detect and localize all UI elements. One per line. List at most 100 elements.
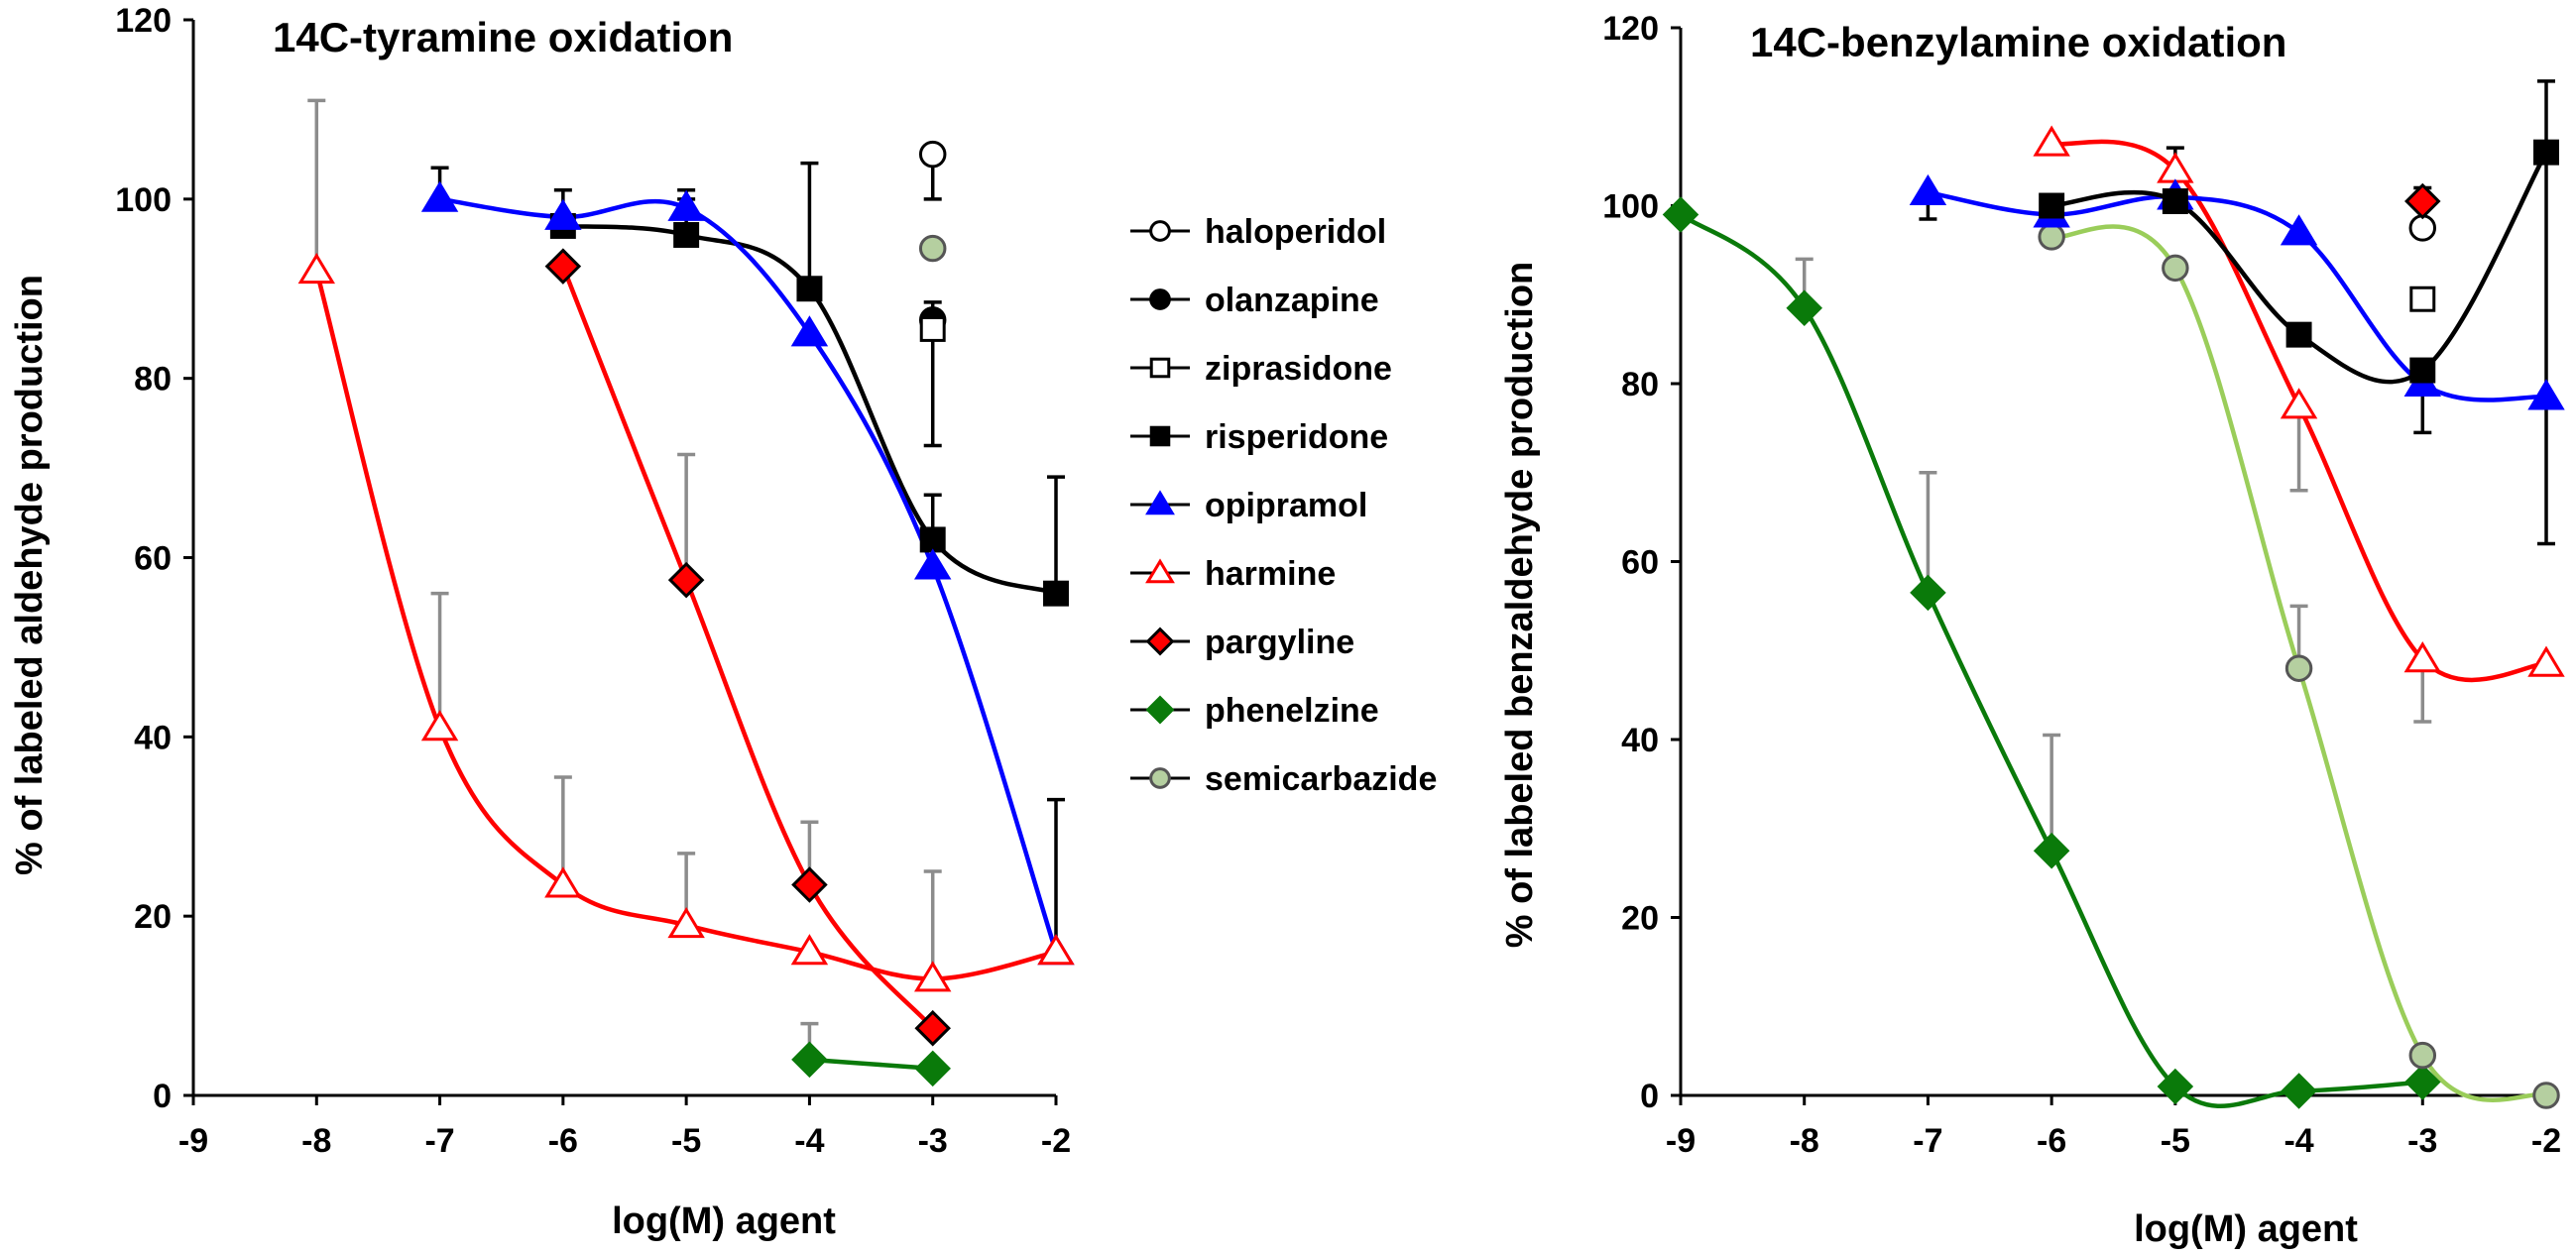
phenelzine-point [2157, 1068, 2194, 1105]
y-tick-label: 40 [1621, 722, 1659, 759]
y-tick-label: 0 [1640, 1078, 1659, 1115]
semicarbazide-point [2038, 223, 2065, 251]
legend-label: pargyline [1205, 624, 1354, 661]
legend-label: opipramol [1205, 487, 1367, 524]
phenelzine-point [1910, 574, 1946, 612]
opipramol-line [439, 196, 1059, 954]
x-tick-label: -3 [2407, 1122, 2437, 1160]
x-tick-label: -9 [1666, 1122, 1696, 1160]
legend-label: ziprasidone [1205, 350, 1392, 388]
legend-marker [1145, 490, 1175, 515]
opipramol-point [790, 315, 829, 347]
phenelzine-point [2404, 1064, 2441, 1100]
harmine-point [2033, 125, 2070, 157]
x-tick-label: -4 [2283, 1122, 2313, 1160]
y-tick-label: 60 [134, 540, 172, 578]
harmine-line [314, 270, 1057, 981]
opipramol-line [1928, 189, 2547, 402]
phenelzine-line [809, 1057, 933, 1072]
y-tick-label: 100 [115, 181, 172, 219]
x-tick-label: -2 [1041, 1122, 1071, 1160]
x-axis-label: log(M) agent [2134, 1208, 2358, 1250]
haloperidol-point [918, 140, 947, 169]
y-tick-label: 60 [1621, 544, 1659, 582]
phenelzine-line [1679, 212, 2423, 1108]
x-tick-label: -5 [2161, 1122, 2190, 1160]
pargyline-point [544, 248, 582, 285]
legend-label: harmine [1205, 555, 1336, 593]
y-tick-label: 120 [1602, 10, 1659, 48]
risperidone-point [673, 222, 700, 248]
harmine-point [2527, 645, 2565, 677]
y-tick-label: 40 [134, 719, 172, 756]
pargyline-point [667, 561, 705, 599]
legend-item: phenelzine [1130, 692, 1379, 730]
legend-item: opipramol [1130, 487, 1367, 524]
harmine-point [1037, 934, 1075, 966]
risperidone-point [1043, 580, 1069, 607]
legend-item: risperidone [1130, 418, 1388, 456]
chart-title: 14C-tyramine oxidation [273, 14, 733, 60]
opipramol-point [914, 548, 952, 580]
x-tick-label: -8 [301, 1122, 331, 1160]
legend-marker [1145, 695, 1175, 725]
y-tick-label: 0 [153, 1078, 172, 1115]
semicarbazide-point [2162, 254, 2189, 283]
plot-area [1662, 79, 2565, 1109]
legend-marker [1145, 627, 1175, 656]
pargyline-line [560, 265, 935, 1030]
x-tick-label: -3 [918, 1122, 948, 1160]
legend-marker [1149, 767, 1171, 789]
x-tick-label: -7 [1913, 1122, 1942, 1160]
legend-item: haloperidol [1130, 213, 1386, 251]
x-tick-label: -9 [178, 1122, 208, 1160]
y-axis-label: % of labeled benzaldehyde production [1499, 262, 1541, 949]
legend-marker [1149, 425, 1171, 447]
semicarbazide-point [2284, 654, 2313, 682]
chart-title: 14C-benzylamine oxidation [1750, 19, 2286, 65]
harmine-point [544, 866, 582, 898]
legend-label: semicarbazide [1205, 760, 1437, 798]
phenelzine-point [1662, 196, 1699, 233]
phenelzine-point [2033, 832, 2070, 869]
harmine-point [667, 906, 705, 939]
legend-item: pargyline [1130, 624, 1354, 661]
harmine-point [790, 934, 829, 966]
ziprasidone-point [919, 315, 946, 342]
phenelzine-point [1786, 289, 1822, 326]
semicarbazide-point [2532, 1082, 2560, 1109]
harmine-point [914, 961, 952, 992]
risperidone-point [2162, 188, 2188, 214]
risperidone-point [2285, 321, 2312, 348]
axes: 0 20 40 60 80 100 120 -9 -8 -7 -6 -5 -4 -3 -2 [1602, 10, 2561, 1160]
x-tick-label: -6 [2037, 1122, 2066, 1160]
x-tick-label: -5 [671, 1122, 701, 1160]
phenelzine-point [2281, 1073, 2317, 1109]
legend-item: ziprasidone [1130, 350, 1392, 388]
y-tick-label: 120 [115, 2, 172, 40]
ziprasidone-point [2409, 286, 2436, 312]
y-tick-label: 80 [1621, 366, 1659, 403]
legend-marker [1149, 220, 1171, 242]
opipramol-point [2527, 379, 2565, 410]
harmine-point [2280, 388, 2318, 419]
legend-label: haloperidol [1205, 213, 1386, 251]
legend-item: harmine [1130, 555, 1336, 593]
x-tick-label: -8 [1790, 1122, 1819, 1160]
y-axis-label: % of labeled aldehyde production [9, 275, 51, 875]
semicarbazide-point [918, 234, 947, 263]
tyramine-chart: 14C-tyramine oxidation log(M) agent % of… [9, 2, 1075, 1242]
harmine-point [420, 710, 459, 742]
plot-area [297, 98, 1075, 1087]
x-axis-label: log(M) agent [612, 1200, 836, 1242]
legend-marker [1149, 288, 1171, 310]
legend-label: olanzapine [1205, 282, 1379, 319]
risperidone-point [2409, 357, 2436, 384]
opipramol-point [2280, 214, 2318, 246]
opipramol-point [420, 180, 459, 212]
legend-item: semicarbazide [1130, 760, 1437, 798]
harmine-point [297, 252, 335, 285]
legend-item: olanzapine [1130, 282, 1379, 319]
legend-marker [1149, 357, 1171, 379]
